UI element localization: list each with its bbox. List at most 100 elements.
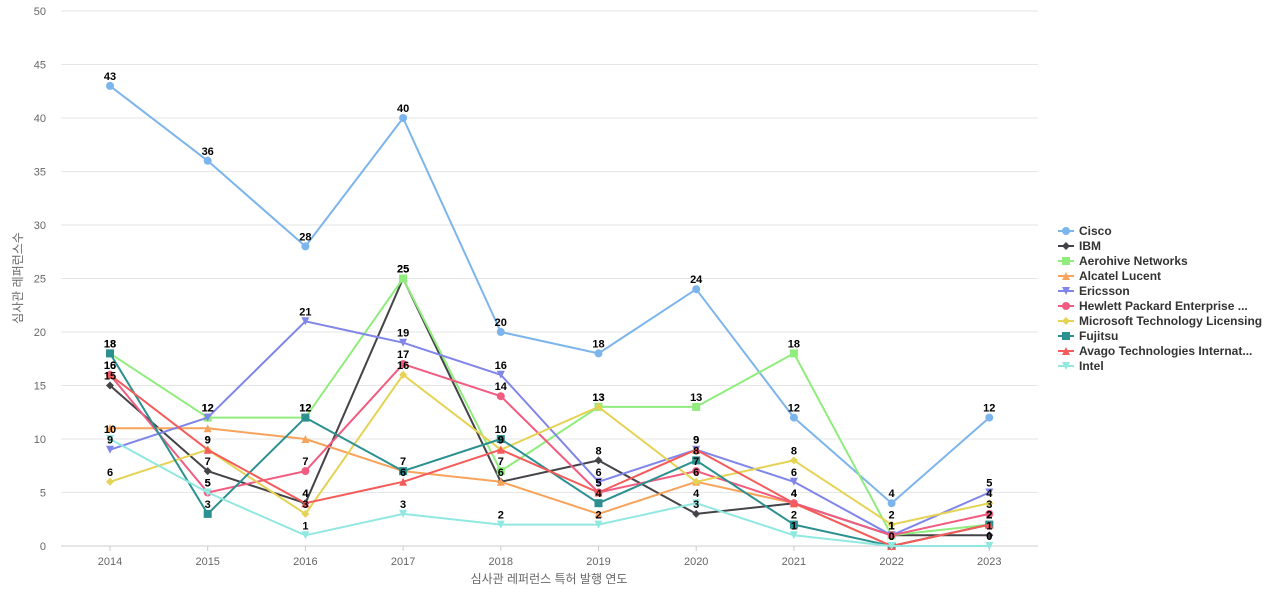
data-point[interactable] [789,456,798,465]
data-point[interactable] [985,531,994,540]
data-point[interactable] [594,349,603,358]
data-point[interactable] [887,499,896,508]
data-point[interactable] [692,456,701,465]
data-point[interactable] [496,445,505,454]
series-2[interactable] [106,274,994,540]
data-point[interactable] [399,338,408,347]
data-point[interactable] [985,499,994,508]
data-point[interactable] [203,488,212,497]
data-point[interactable] [594,499,603,508]
series-line[interactable] [109,277,990,537]
legend-item[interactable]: Ericsson [1058,284,1130,298]
series-1[interactable] [106,274,994,540]
series-line[interactable] [109,363,990,537]
data-point[interactable] [301,531,310,540]
data-point[interactable] [692,445,701,454]
data-point[interactable] [594,477,603,486]
data-point[interactable] [203,467,212,476]
series-line[interactable] [109,438,990,547]
data-point[interactable] [203,156,212,165]
data-point[interactable] [789,477,798,486]
data-point[interactable] [106,435,114,443]
legend-item[interactable]: Cisco [1058,224,1112,238]
data-point[interactable] [594,509,603,518]
data-point[interactable] [301,509,310,518]
data-point[interactable] [301,499,310,508]
legend-item[interactable]: Intel [1058,359,1104,373]
data-point[interactable] [399,370,408,379]
series-7[interactable] [106,349,994,550]
data-point[interactable] [399,477,408,486]
data-point[interactable] [203,424,212,433]
data-point[interactable] [692,285,701,294]
legend-item[interactable]: Hewlett Packard Enterprise ... [1058,299,1248,313]
legend-item[interactable]: Avago Technologies Internat... [1058,344,1252,358]
data-point[interactable] [594,402,603,411]
data-point[interactable] [203,509,212,518]
data-point[interactable] [985,413,994,422]
legend-item[interactable]: Aerohive Networks [1058,254,1188,268]
data-point[interactable] [496,328,505,336]
data-point[interactable] [496,467,505,476]
data-point[interactable] [399,360,408,369]
data-point[interactable] [789,520,798,529]
data-point[interactable] [106,424,114,433]
series-line[interactable] [109,277,990,537]
data-point[interactable] [594,520,603,529]
data-point[interactable] [985,542,994,550]
legend-item[interactable]: Fujitsu [1058,329,1118,343]
data-point[interactable] [496,520,505,529]
data-point[interactable] [692,499,701,508]
data-point[interactable] [301,413,310,422]
data-point[interactable] [887,531,896,540]
data-point[interactable] [203,413,212,422]
data-point[interactable] [399,467,408,476]
data-point[interactable] [496,370,505,379]
legend-item[interactable]: IBM [1058,239,1101,253]
data-point[interactable] [106,381,114,390]
data-point[interactable] [692,467,701,476]
series-line[interactable] [109,373,990,526]
data-point[interactable] [106,477,114,486]
legend-item[interactable]: Microsoft Technology Licensing [1058,314,1262,328]
data-point[interactable] [106,445,114,454]
data-point[interactable] [496,477,505,486]
data-point[interactable] [106,349,114,358]
data-point[interactable] [692,402,701,411]
data-point[interactable] [789,349,798,358]
data-point[interactable] [399,509,408,518]
data-point[interactable] [594,488,603,497]
data-point[interactable] [301,435,310,443]
series-9[interactable] [106,435,994,550]
data-point[interactable] [496,435,505,443]
data-point[interactable] [789,531,798,540]
data-point[interactable] [887,520,896,529]
data-point[interactable] [106,81,114,90]
data-point[interactable] [985,520,994,529]
data-point[interactable] [106,370,114,379]
data-point[interactable] [789,413,798,422]
data-point[interactable] [692,509,701,518]
data-point[interactable] [399,274,408,283]
series-line[interactable] [109,85,990,505]
series-line[interactable] [110,427,990,547]
data-point[interactable] [301,242,310,251]
data-point[interactable] [692,477,701,486]
data-point[interactable] [985,509,994,518]
series-8[interactable] [106,370,994,550]
data-label: 6 [791,467,797,479]
data-point[interactable] [399,114,408,122]
data-point[interactable] [496,392,505,401]
data-point[interactable] [594,456,603,465]
data-point[interactable] [887,542,896,550]
data-point[interactable] [301,467,310,476]
data-point[interactable] [301,317,310,326]
series-line[interactable] [109,374,990,547]
series-0[interactable] [106,81,994,508]
data-point[interactable] [985,488,994,497]
series-6[interactable] [106,370,994,529]
legend-item[interactable]: Alcatel Lucent [1058,269,1161,283]
data-point[interactable] [789,499,798,508]
data-point[interactable] [203,445,212,454]
